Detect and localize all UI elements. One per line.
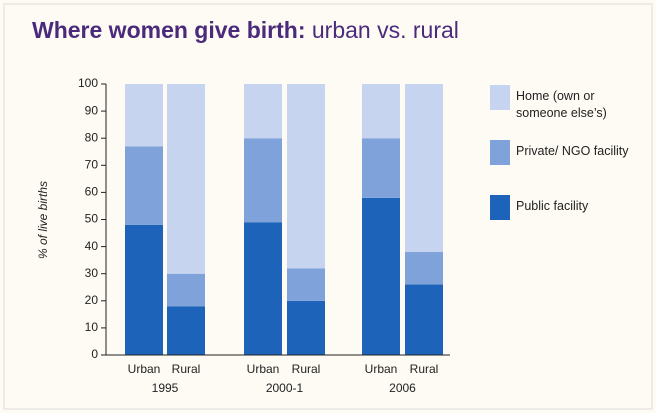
- y-tick-label: 20: [85, 293, 99, 307]
- bar-segment: [125, 224, 163, 355]
- bar-segment: [287, 268, 325, 301]
- legend-label: Private/ NGO facility: [516, 144, 629, 158]
- bar-segment: [167, 84, 205, 274]
- title-sub: urban vs. rural: [312, 17, 459, 43]
- bar-segment: [167, 273, 205, 307]
- bar-segment: [362, 84, 400, 139]
- bar-segment: [244, 138, 282, 223]
- bar-segment: [125, 146, 163, 225]
- bar-segment: [405, 284, 443, 355]
- bar-segment: [244, 84, 282, 139]
- legend-label: Public facility: [516, 199, 589, 213]
- bar-segment: [405, 84, 443, 253]
- bar-segment: [125, 84, 163, 147]
- bar-segment: [287, 300, 325, 355]
- x-tick-label: Urban: [128, 362, 161, 376]
- y-tick-label: 40: [85, 239, 99, 253]
- y-tick-label: 70: [85, 157, 99, 171]
- legend-swatch: [490, 195, 510, 220]
- bar-segment: [362, 138, 400, 198]
- x-tick-label: Rural: [172, 362, 201, 376]
- bar-segment: [287, 84, 325, 269]
- y-tick-label: 50: [85, 212, 99, 226]
- bar-segment: [167, 306, 205, 355]
- x-tick-label: Urban: [247, 362, 280, 376]
- chart-title: Where women give birth: urban vs. rural: [32, 17, 459, 43]
- y-tick-label: 60: [85, 185, 99, 199]
- group-label: 2006: [389, 381, 416, 395]
- legend-swatch: [490, 140, 510, 165]
- y-tick-label: 10: [85, 320, 99, 334]
- title-main: Where women give birth:: [32, 17, 305, 43]
- y-tick-label: 80: [85, 130, 99, 144]
- legend-swatch: [490, 85, 510, 110]
- bar-segment: [244, 222, 282, 355]
- group-label: 1995: [152, 381, 179, 395]
- x-tick-label: Rural: [410, 362, 439, 376]
- bar-segment: [362, 197, 400, 355]
- x-tick-label: Rural: [292, 362, 321, 376]
- legend-label: Home (own or someone else’s): [516, 89, 607, 120]
- y-tick-label: 0: [91, 347, 98, 361]
- y-axis-label: % of live births: [36, 181, 50, 259]
- y-tick-label: 90: [85, 103, 99, 117]
- y-tick-label: 30: [85, 266, 99, 280]
- bar-segment: [405, 252, 443, 285]
- x-tick-label: Urban: [365, 362, 398, 376]
- frame: [3, 3, 653, 410]
- group-label: 2000-1: [266, 381, 304, 395]
- y-tick-label: 100: [78, 76, 98, 90]
